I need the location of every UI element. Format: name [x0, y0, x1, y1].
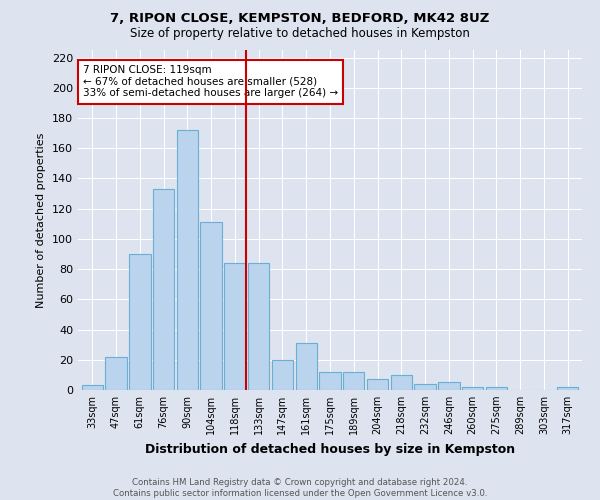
Bar	[319, 372, 341, 390]
Bar	[272, 360, 293, 390]
Text: Size of property relative to detached houses in Kempston: Size of property relative to detached ho…	[130, 28, 470, 40]
Bar	[129, 254, 151, 390]
Bar	[557, 387, 578, 390]
Y-axis label: Number of detached properties: Number of detached properties	[37, 132, 46, 308]
Bar	[367, 380, 388, 390]
Bar	[438, 382, 460, 390]
Bar	[224, 263, 245, 390]
Bar	[462, 387, 484, 390]
Bar	[343, 372, 364, 390]
Bar	[106, 357, 127, 390]
Bar	[153, 189, 174, 390]
X-axis label: Distribution of detached houses by size in Kempston: Distribution of detached houses by size …	[145, 442, 515, 456]
Bar	[248, 263, 269, 390]
Bar	[176, 130, 198, 390]
Bar	[82, 386, 103, 390]
Bar	[200, 222, 222, 390]
Text: 7 RIPON CLOSE: 119sqm
← 67% of detached houses are smaller (528)
33% of semi-det: 7 RIPON CLOSE: 119sqm ← 67% of detached …	[83, 66, 338, 98]
Bar	[486, 387, 507, 390]
Text: 7, RIPON CLOSE, KEMPSTON, BEDFORD, MK42 8UZ: 7, RIPON CLOSE, KEMPSTON, BEDFORD, MK42 …	[110, 12, 490, 26]
Text: Contains HM Land Registry data © Crown copyright and database right 2024.
Contai: Contains HM Land Registry data © Crown c…	[113, 478, 487, 498]
Bar	[415, 384, 436, 390]
Bar	[296, 343, 317, 390]
Bar	[391, 375, 412, 390]
